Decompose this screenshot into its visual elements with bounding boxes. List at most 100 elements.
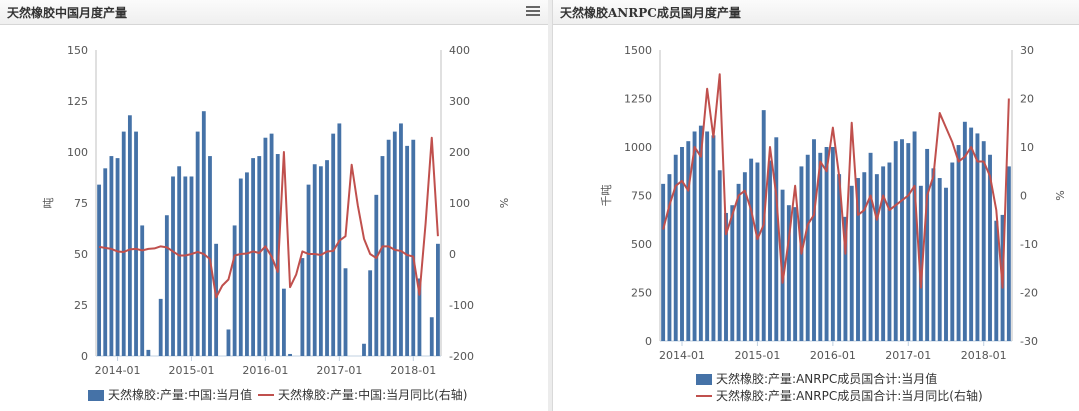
bar <box>281 288 286 356</box>
x-tick-label: 2014-01 <box>95 364 141 377</box>
bar <box>856 178 860 341</box>
bar <box>755 162 760 341</box>
y-tick-label: 500 <box>631 238 652 251</box>
bar <box>780 189 785 341</box>
bar <box>245 172 249 356</box>
left-chart-panel: 天然橡胶中国月度产量 0 25 50 75 100 125 150 -200 -100 0 100 2… <box>0 0 549 411</box>
y-tick-label: 125 <box>67 95 88 108</box>
bar <box>931 168 936 341</box>
bar <box>374 194 379 356</box>
right-chart-panel: 天然橡胶ANRPC成员国月度产量 0 250 500 750 1000 1250 1500 -… <box>552 0 1079 411</box>
bar <box>749 158 754 341</box>
y2-tick-label: -100 <box>449 299 474 312</box>
bar <box>121 131 126 356</box>
bar <box>189 176 194 356</box>
y-tick-label: 75 <box>74 197 88 210</box>
bar <box>774 137 779 341</box>
legend-label: 天然橡胶:产量:中国:当月同比(右轴) <box>278 387 468 402</box>
y-tick-label: 150 <box>67 44 88 57</box>
y2-tick-label: -20 <box>1020 287 1038 300</box>
x-tick-label: 2018-01 <box>390 364 436 377</box>
bar <box>988 154 992 341</box>
bar <box>417 278 422 356</box>
bar <box>115 158 120 356</box>
bar <box>127 115 132 356</box>
bar <box>325 160 329 356</box>
bar <box>925 148 930 341</box>
bar <box>164 215 169 356</box>
bar <box>724 212 728 341</box>
y-tick-label: 250 <box>631 287 652 300</box>
y-tick-label: 1250 <box>624 93 652 106</box>
y-tick-label: 1000 <box>624 141 652 154</box>
bar <box>208 156 212 356</box>
series-line <box>662 73 1010 289</box>
y2-tick-label: -30 <box>1020 335 1038 348</box>
bar <box>251 158 256 356</box>
bar <box>214 243 219 356</box>
series-line <box>98 136 439 299</box>
bar <box>843 216 848 341</box>
legend-label: 天然橡胶:产量:ANRPC成员国合计:当月值 <box>716 371 937 386</box>
y-tick-label: 1500 <box>624 44 652 57</box>
y2-tick-label: 200 <box>449 146 470 159</box>
bar <box>705 131 710 341</box>
bar <box>975 133 980 341</box>
bar <box>146 349 151 356</box>
bar <box>436 243 440 356</box>
y2-tick-label: 300 <box>449 95 470 108</box>
y2-tick-label: 30 <box>1020 44 1034 57</box>
bar <box>109 156 114 356</box>
y2-tick-label: 20 <box>1020 93 1034 106</box>
bar <box>862 172 867 341</box>
bar <box>868 152 873 341</box>
bar <box>177 166 182 356</box>
bar <box>900 139 904 341</box>
y-axis-title: 吨 <box>42 198 55 209</box>
x-tick-label: 2015-01 <box>734 349 780 362</box>
bar <box>956 145 961 341</box>
bar <box>969 127 974 341</box>
bar <box>937 178 942 341</box>
bar <box>380 156 385 356</box>
bar <box>171 176 175 356</box>
bar <box>411 139 416 356</box>
bar <box>226 329 231 356</box>
bar <box>906 143 911 341</box>
left-panel-header: 天然橡胶中国月度产量 <box>0 0 548 25</box>
bar <box>918 185 923 341</box>
right-chart: 0 250 500 750 1000 1250 1500 -30 -20 -10 0 10 20 30 千吨… <box>600 44 1066 403</box>
right-panel-header: 天然橡胶ANRPC成员国月度产量 <box>553 0 1079 25</box>
y-tick-label: 0 <box>81 350 88 363</box>
y-tick-label: 25 <box>74 299 88 312</box>
bar <box>950 162 955 341</box>
y-axis-title: 千吨 <box>600 185 613 207</box>
bar <box>818 152 823 341</box>
y2-tick-label: -10 <box>1020 238 1038 251</box>
x-tick-label: 2015-01 <box>169 364 215 377</box>
x-tick-label: 2016-01 <box>810 349 856 362</box>
bar <box>238 178 243 356</box>
bar <box>405 145 410 356</box>
bar <box>429 317 434 356</box>
bar <box>201 111 206 356</box>
bar <box>887 162 892 341</box>
bar <box>912 131 917 341</box>
bar <box>140 225 145 356</box>
hamburger-menu-icon[interactable] <box>526 4 540 18</box>
bar <box>318 166 323 356</box>
bar <box>812 139 816 341</box>
right-chart-title: 天然橡胶ANRPC成员国月度产量 <box>560 6 741 20</box>
bar <box>1006 166 1011 341</box>
bar <box>183 176 188 356</box>
bar <box>830 147 835 341</box>
bar <box>269 133 274 356</box>
bar <box>134 131 138 356</box>
bar <box>673 154 678 341</box>
bar <box>331 133 336 356</box>
bar <box>368 270 373 356</box>
bar <box>195 131 200 356</box>
bar <box>717 170 722 341</box>
x-tick-label: 2018-01 <box>961 349 1007 362</box>
x-tick-label: 2014-01 <box>659 349 705 362</box>
